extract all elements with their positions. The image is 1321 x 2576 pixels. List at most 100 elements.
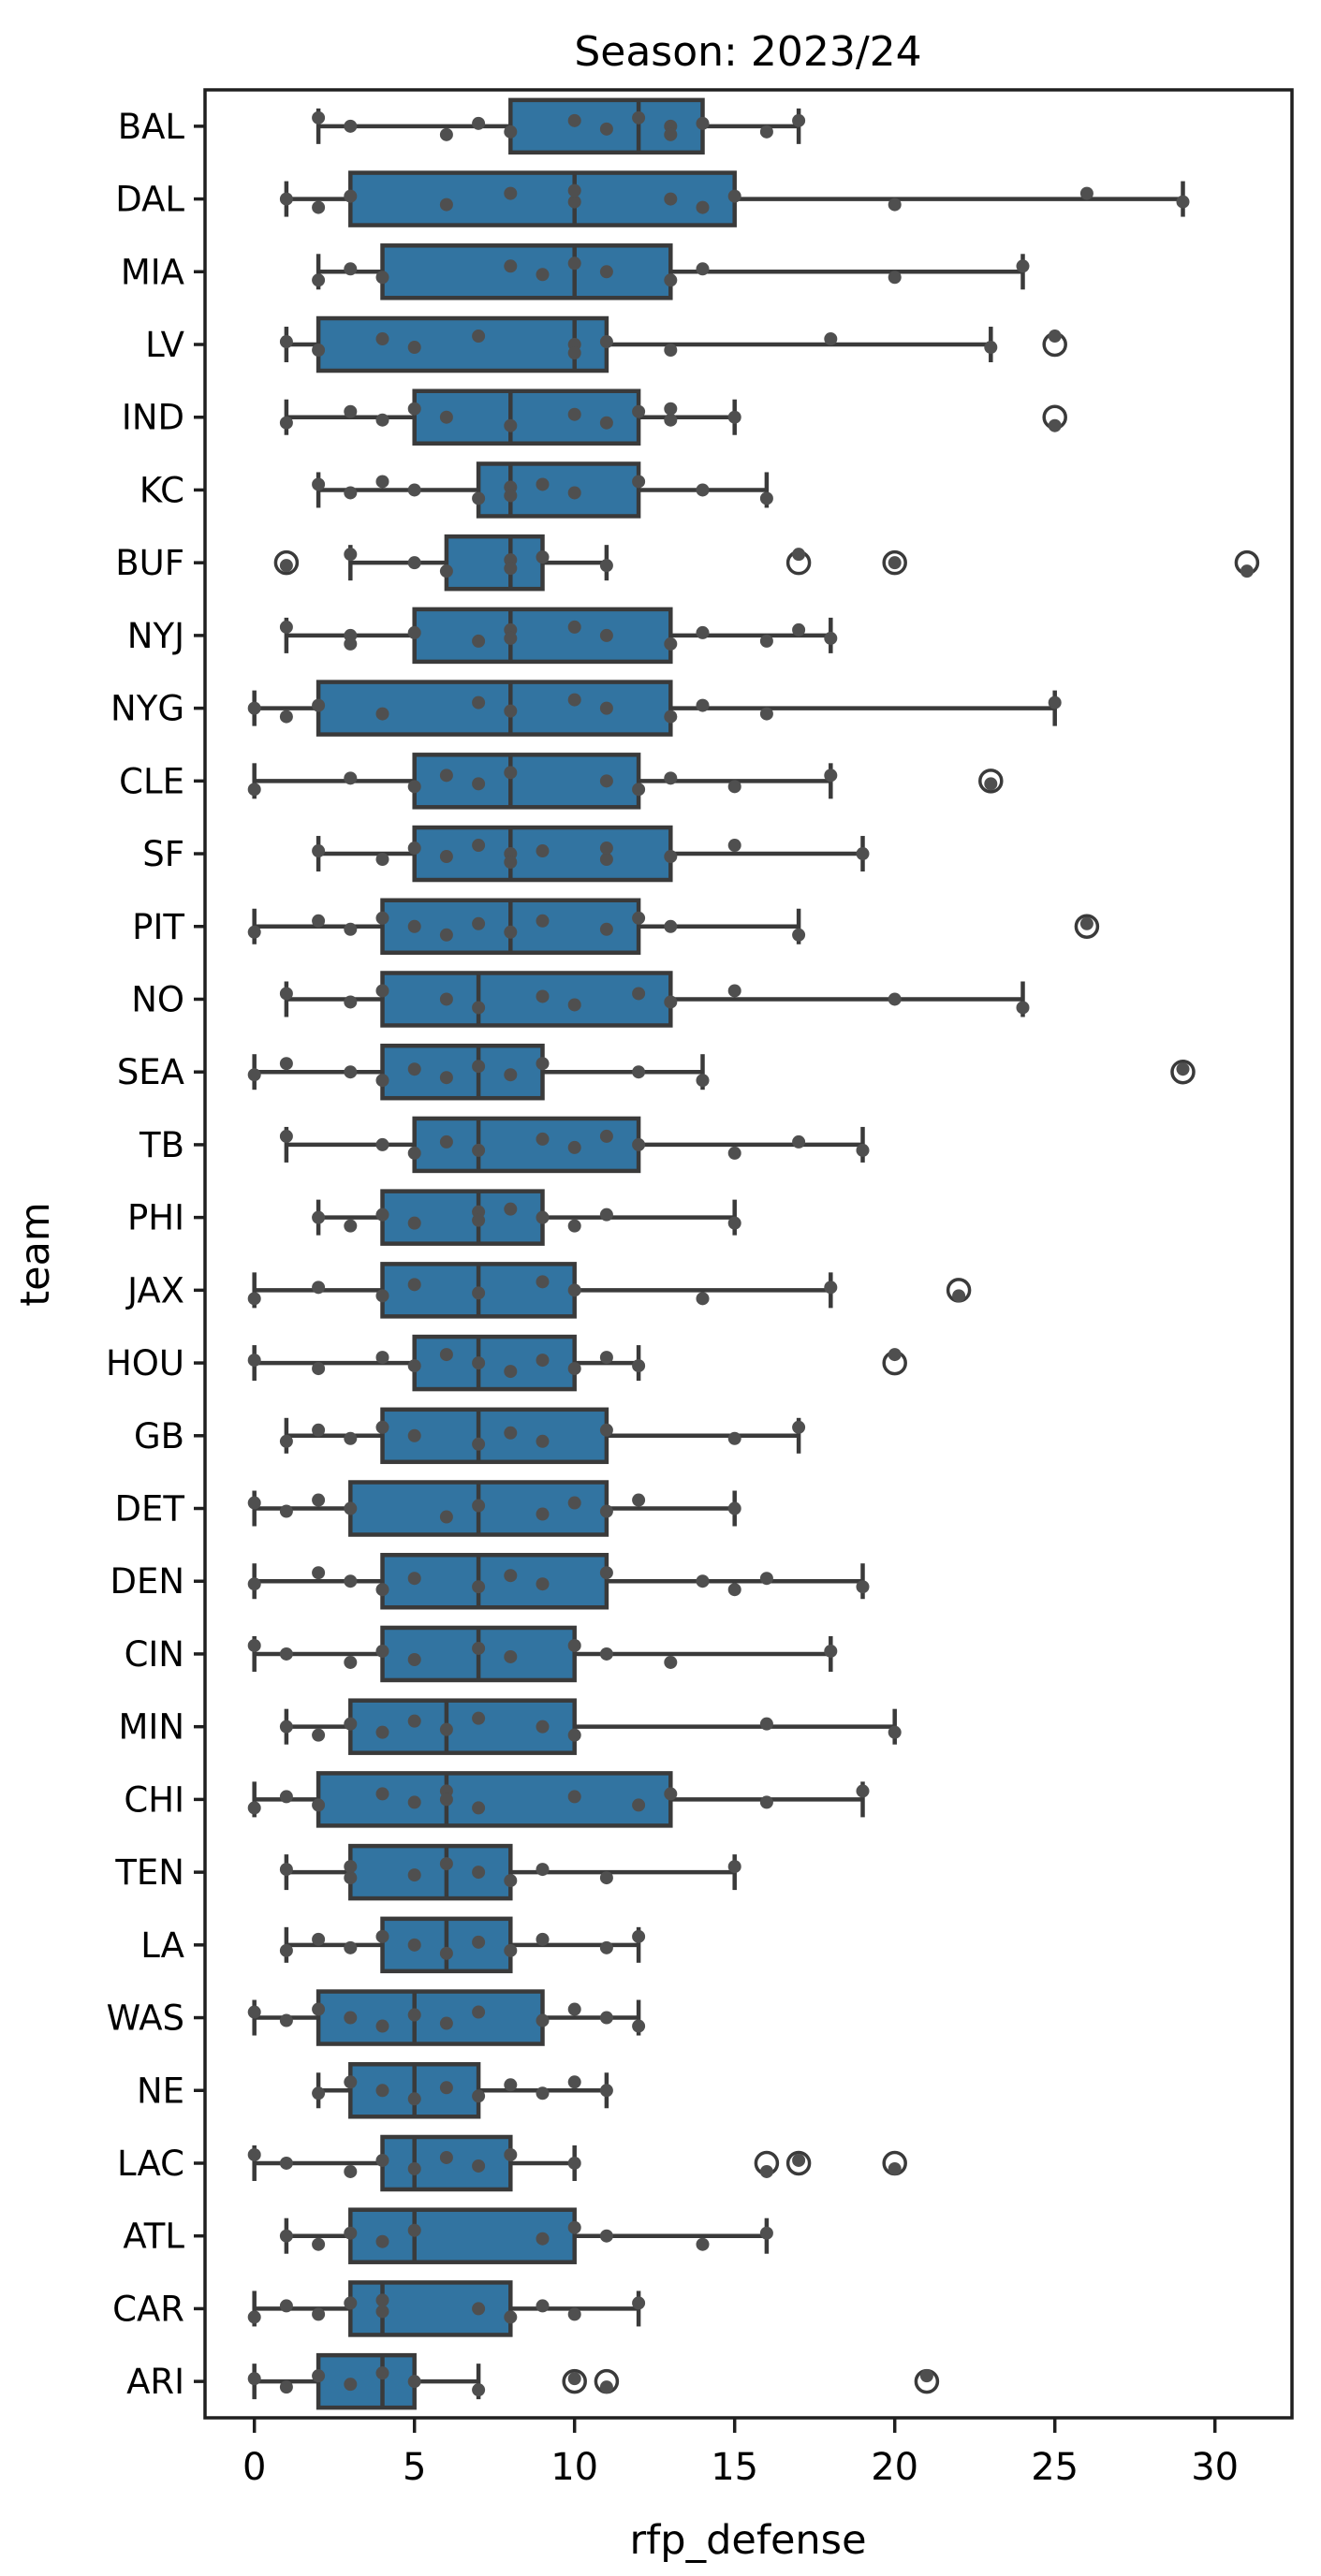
box-row-DAL: DAL <box>115 170 1190 227</box>
data-point <box>536 1210 550 1224</box>
data-point <box>279 1434 293 1448</box>
data-point <box>567 693 581 707</box>
data-point <box>247 2372 261 2386</box>
data-point <box>312 1210 326 1224</box>
iqr-box <box>348 1843 513 1901</box>
data-point <box>407 2161 421 2175</box>
data-point <box>599 2229 613 2243</box>
data-point <box>567 1283 581 1297</box>
data-point <box>279 1129 293 1143</box>
iqr-box <box>380 1189 545 1246</box>
data-point <box>632 2296 646 2310</box>
data-point <box>247 925 261 939</box>
data-point <box>536 1507 550 1521</box>
data-point <box>407 341 421 355</box>
data-point <box>344 922 358 936</box>
data-point <box>1048 329 1062 344</box>
data-point <box>344 2226 358 2240</box>
data-point <box>664 273 678 287</box>
data-point <box>312 2369 326 2383</box>
data-point <box>312 200 326 214</box>
data-point <box>312 110 326 124</box>
data-point <box>599 774 613 788</box>
box-row-LAC: LAC <box>117 2134 907 2192</box>
data-point <box>472 491 486 505</box>
data-point <box>504 766 518 780</box>
data-point <box>567 2075 581 2089</box>
team-label: PIT <box>132 907 184 947</box>
data-point <box>567 1140 581 1154</box>
data-point <box>407 842 421 856</box>
data-point <box>632 2019 646 2033</box>
box-row-CIN: CIN <box>125 1625 838 1683</box>
team-label: BAL <box>118 107 185 147</box>
data-point <box>504 1426 518 1440</box>
data-point <box>632 987 646 1001</box>
data-point <box>472 1356 486 1370</box>
data-point <box>312 698 326 712</box>
x-tick-label: 10 <box>550 2446 598 2489</box>
data-point <box>919 2369 933 2383</box>
data-point <box>599 1647 613 1661</box>
data-point <box>759 1795 773 1809</box>
iqr-box <box>444 534 545 592</box>
data-point <box>696 262 710 276</box>
data-point <box>664 1787 678 1801</box>
data-point <box>472 1143 486 1157</box>
data-point <box>407 556 421 570</box>
box-row-SEA: SEA <box>117 1043 1196 1101</box>
data-point <box>407 2223 421 2237</box>
data-point <box>504 1649 518 1663</box>
data-point <box>312 1798 326 1812</box>
data-point <box>504 186 518 200</box>
data-point <box>632 1359 646 1373</box>
data-point <box>247 2147 261 2161</box>
data-point <box>599 2084 613 2098</box>
data-point <box>344 2164 358 2178</box>
data-point <box>312 844 326 858</box>
data-point <box>472 1060 486 1074</box>
data-point <box>439 198 453 212</box>
data-point <box>407 1714 421 1728</box>
data-point <box>344 1871 358 1885</box>
data-point <box>279 559 293 573</box>
data-point <box>536 550 550 564</box>
data-point <box>439 850 453 864</box>
data-point <box>439 992 453 1006</box>
data-point <box>407 1795 421 1809</box>
data-point <box>439 1946 453 1960</box>
data-point <box>599 1423 613 1437</box>
data-point <box>599 842 613 856</box>
box-row-CHI: CHI <box>124 1771 870 1828</box>
team-label: GB <box>134 1416 184 1456</box>
data-point <box>856 1143 870 1157</box>
data-point <box>1176 1062 1190 1076</box>
data-point <box>344 1065 358 1079</box>
data-point <box>375 2153 389 2167</box>
plot-area: BAL DAL MIA LV IND KC BUF NYJ NYG CLE SF PIT NO SEA TB… <box>106 88 1294 2489</box>
data-point <box>472 1580 486 1594</box>
data-point <box>344 1431 358 1445</box>
box-row-ARI: ARI <box>126 2352 940 2410</box>
data-point <box>407 1359 421 1373</box>
data-point <box>375 2305 389 2319</box>
team-label: CLE <box>119 761 184 801</box>
data-point <box>664 771 678 785</box>
data-point <box>439 1857 453 1871</box>
box-row-MIA: MIA <box>121 243 1030 300</box>
data-point <box>759 2164 773 2178</box>
data-point <box>567 486 581 500</box>
x-tick-label: 30 <box>1191 2446 1239 2489</box>
team-label: BUF <box>115 543 184 583</box>
box-row-ATL: ATL <box>123 2207 773 2264</box>
data-point <box>664 919 678 933</box>
x-tick-label: 5 <box>403 2446 426 2489</box>
box-row-LA: LA <box>140 1916 646 1974</box>
data-point <box>312 1932 326 1946</box>
data-point <box>727 1860 741 1874</box>
team-label: KC <box>139 470 184 510</box>
data-point <box>472 1286 486 1300</box>
data-point <box>407 1428 421 1442</box>
team-label: CHI <box>124 1779 184 1820</box>
